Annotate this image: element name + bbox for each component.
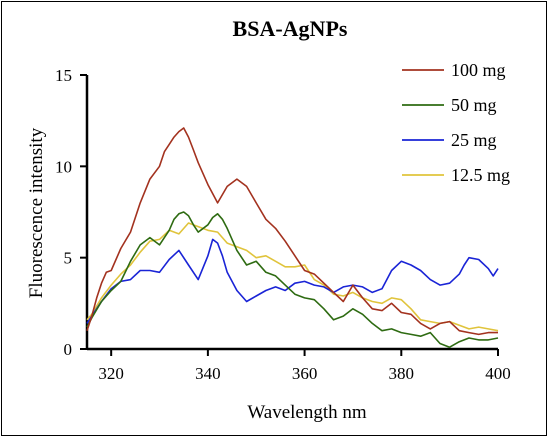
axes: 0 5 10 15 320 340 360 380 400 — [55, 66, 511, 383]
x-tick-label: 360 — [292, 364, 318, 383]
series-line-50-mg — [86, 211, 499, 349]
x-tick-label: 320 — [98, 364, 124, 383]
y-tick-label: 10 — [55, 157, 72, 176]
series-line-12-5-mg — [86, 222, 499, 332]
y-tick-label: 15 — [55, 66, 72, 85]
chart-title: BSA-AgNPs — [233, 16, 348, 41]
legend-label: 100 mg — [451, 60, 506, 80]
y-axis-label: Fluorescence intensity — [26, 127, 47, 298]
legend-label: 50 mg — [451, 95, 497, 115]
y-tick-label: 5 — [64, 249, 73, 268]
legend: 100 mg 50 mg 25 mg 12.5 mg — [402, 60, 510, 185]
x-axis-label: Wavelength nm — [247, 402, 367, 423]
x-tick-label: 340 — [195, 364, 221, 383]
x-tick-label: 380 — [389, 364, 415, 383]
plot-series — [86, 127, 499, 349]
legend-label: 12.5 mg — [451, 165, 510, 185]
series-line-100-mg — [86, 127, 498, 336]
series-line-25-mg — [86, 238, 499, 324]
legend-label: 25 mg — [451, 130, 497, 150]
x-tick-label: 400 — [485, 364, 511, 383]
y-tick-label: 0 — [64, 340, 73, 359]
